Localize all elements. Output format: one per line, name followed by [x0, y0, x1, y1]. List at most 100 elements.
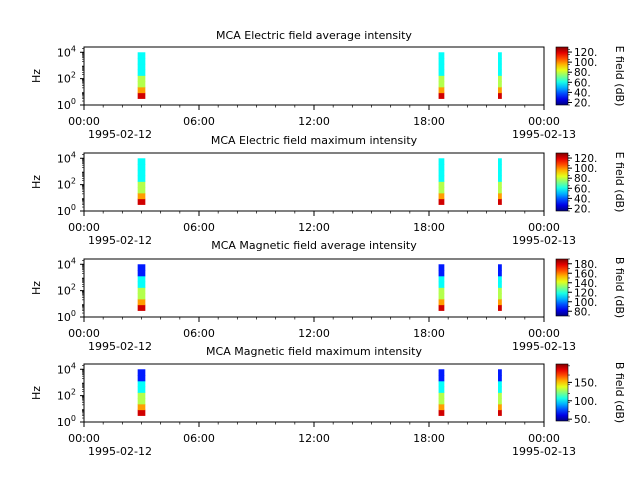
axes-frame [83, 152, 545, 212]
colorbar-tick-label: 150. [574, 377, 597, 389]
burst-segment [438, 298, 445, 306]
burst-segment [438, 398, 445, 405]
burst-segment [137, 63, 146, 71]
y-tick-exp: 2 [71, 283, 76, 292]
y-axis-label: Hz [30, 175, 43, 189]
colorbar-tick-label: 40. [574, 87, 591, 99]
colorbar: 20.40.60.80.100.120. E field (dB) [555, 152, 626, 215]
colorbar-tick-label: 120. [574, 153, 597, 165]
y-tick-label: 104 [57, 256, 76, 271]
burst-segment [438, 81, 445, 88]
burst-segment [438, 287, 445, 294]
burst-segment [137, 369, 146, 376]
x-tick-label: 06:00 [183, 115, 215, 128]
colorbar-label: B field (dB) [613, 362, 626, 423]
y-tick-label: 100 [57, 203, 76, 218]
colorbar-tick-label: 140. [574, 278, 597, 290]
x-tick-label: 12:00 [298, 115, 330, 128]
burst-segment [137, 386, 146, 393]
burst-segment [137, 281, 146, 288]
burst-segment [137, 92, 146, 99]
burst-segment [137, 164, 146, 171]
burst-segment [498, 386, 502, 393]
burst-segment [438, 192, 445, 200]
burst-segment [498, 63, 502, 71]
data-burst [498, 264, 502, 311]
colorbar-label: E field (dB) [613, 46, 626, 107]
data-burst [137, 264, 146, 311]
burst-segment [438, 386, 445, 393]
burst-segment [498, 275, 502, 283]
colorbar-tick-label: 100. [574, 163, 597, 175]
colorbar-scale [555, 46, 569, 106]
x-tick-label: 00:00 [68, 221, 100, 234]
x-tick-label: 06:00 [183, 221, 215, 234]
data-burst [498, 369, 502, 416]
burst-segment [137, 375, 146, 382]
burst-segment [438, 264, 445, 271]
burst-segment [498, 169, 502, 177]
x-tick-label: 18:00 [413, 115, 445, 128]
x-tick-label: 06:00 [183, 327, 215, 340]
burst-segment [137, 86, 146, 94]
chart-panel-2: MCA Electric field maximum intensity1001… [30, 134, 626, 247]
y-tick-exp: 0 [71, 309, 76, 318]
burst-segment [498, 181, 502, 188]
colorbar-tick-label: 100. [574, 57, 597, 69]
data-burst [438, 52, 445, 99]
burst-segment [137, 75, 146, 82]
data-burst [438, 264, 445, 311]
x-tick-label: 00:00 [68, 327, 100, 340]
x-date-label: 1995-02-13 [512, 128, 576, 141]
burst-segment [438, 409, 445, 416]
colorbar-tick-label: 20. [574, 203, 591, 215]
y-tick-label: 100 [57, 414, 76, 429]
burst-segment [438, 92, 445, 99]
x-date-label: 1995-02-13 [512, 340, 576, 353]
burst-segment [137, 175, 146, 182]
x-date-label: 1995-02-12 [88, 234, 152, 247]
burst-segment [498, 164, 502, 171]
burst-segment [137, 298, 146, 306]
colorbar-tick-label: 80. [574, 67, 591, 79]
burst-segment [498, 270, 502, 277]
burst-segment [438, 270, 445, 277]
burst-segment [498, 75, 502, 82]
y-tick-base: 10 [57, 205, 71, 218]
burst-segment [137, 409, 146, 416]
colorbar-scale [555, 152, 569, 212]
y-tick-exp: 2 [71, 388, 76, 397]
burst-segment [498, 293, 502, 300]
colorbar-tick-label: 60. [574, 77, 591, 89]
burst-segment [137, 169, 146, 177]
data-burst [438, 158, 445, 205]
colorbar: 80.100.120.140.160.180. B field (dB) [555, 257, 626, 318]
burst-segment [137, 380, 146, 388]
y-tick-label: 104 [57, 150, 76, 165]
burst-segment [498, 392, 502, 399]
burst-segment [137, 270, 146, 277]
burst-segment [498, 192, 502, 200]
burst-segment [438, 293, 445, 300]
y-tick-exp: 0 [71, 97, 76, 106]
burst-segment [438, 369, 445, 376]
burst-segment [438, 187, 445, 194]
y-tick-exp: 4 [71, 150, 76, 159]
x-date-label: 1995-02-12 [88, 128, 152, 141]
burst-segment [137, 287, 146, 294]
x-tick-label: 00:00 [528, 432, 560, 445]
y-axis-label: Hz [30, 386, 43, 400]
burst-segment [137, 187, 146, 194]
x-date-label: 1995-02-12 [88, 445, 152, 458]
y-tick-label: 102 [57, 388, 76, 403]
burst-segment [438, 58, 445, 65]
burst-segment [438, 52, 445, 59]
y-tick-base: 10 [57, 99, 71, 112]
y-tick-label: 102 [57, 177, 76, 192]
x-tick-label: 18:00 [413, 327, 445, 340]
colorbar-tick-label: 160. [574, 268, 597, 280]
chart-panel-1: MCA Electric field average intensity1001… [30, 29, 626, 141]
y-axis-label: Hz [30, 69, 43, 83]
